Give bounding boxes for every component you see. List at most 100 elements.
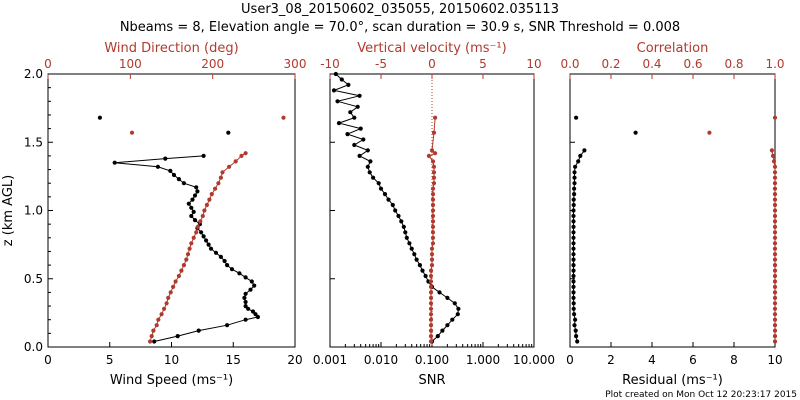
x-tick-label: 15: [226, 353, 241, 367]
data-point-red: [239, 153, 244, 158]
data-point-black: [352, 142, 357, 148]
data-point-red: [156, 317, 161, 322]
data-point-black: [371, 175, 376, 180]
data-point-black: [225, 323, 230, 328]
data-point-red: [772, 312, 778, 317]
data-point-red: [428, 328, 434, 333]
data-point-black: [572, 323, 577, 328]
data-point-red: [431, 164, 437, 169]
data-point-black: [357, 93, 362, 98]
data-point-black: [196, 328, 201, 333]
data-point-black: [222, 258, 227, 264]
data-point-black: [213, 250, 219, 255]
data-point-red: [772, 317, 778, 322]
data-point-black: [189, 205, 194, 210]
data-point-red: [772, 323, 778, 328]
x2-tick-label: 0.0: [560, 57, 579, 71]
data-point-black: [396, 213, 401, 219]
x-tick-label: 20: [287, 353, 302, 367]
data-point-red: [772, 334, 778, 339]
data-point-red: [707, 130, 712, 135]
data-point-black: [403, 230, 408, 235]
data-point-red: [129, 130, 135, 135]
x2-tick-label: 1.0: [765, 57, 784, 71]
data-point-black: [571, 219, 576, 224]
data-point-red: [428, 323, 434, 328]
x2-tick-label: -10: [320, 57, 340, 71]
data-point-black: [376, 181, 381, 186]
x-tick-label: 0.010: [364, 353, 398, 367]
data-point-black: [243, 317, 248, 322]
x-tick-label: 1.000: [466, 353, 500, 367]
data-point-black: [201, 153, 206, 158]
y-tick-label: 0.0: [24, 340, 43, 354]
data-point-black: [252, 283, 257, 288]
data-point-black: [571, 213, 576, 219]
data-point-black: [450, 317, 455, 322]
data-point-red: [772, 241, 778, 246]
data-point-red: [187, 246, 192, 251]
x2-axis-label: Vertical velocity (ms⁻¹): [357, 41, 506, 56]
data-point-black: [404, 235, 409, 240]
data-point-black: [226, 130, 231, 135]
plot-frame-residual_correlation: [569, 73, 776, 348]
data-point-black: [331, 88, 337, 93]
data-point-black: [571, 197, 576, 202]
data-point-black: [194, 185, 199, 190]
data-point-red: [772, 192, 778, 197]
data-point-black: [186, 201, 191, 206]
data-point-red: [171, 284, 176, 289]
data-point-red: [227, 164, 232, 169]
data-point-red: [772, 328, 778, 333]
data-point-black: [437, 290, 442, 295]
data-point-black: [181, 181, 186, 186]
series-line-black: [114, 155, 259, 342]
data-point-red: [428, 273, 434, 279]
data-point-red: [431, 130, 437, 135]
x-tick-label: 10: [164, 353, 179, 367]
data-point-black: [386, 197, 391, 202]
data-point-black: [248, 287, 253, 292]
data-point-red: [430, 224, 436, 229]
data-point-red: [430, 235, 436, 240]
data-point-black: [578, 153, 583, 158]
data-point-black: [155, 164, 160, 169]
data-point-red: [151, 328, 156, 333]
data-point-black: [571, 273, 576, 279]
data-point-red: [176, 273, 181, 279]
data-point-black: [575, 339, 580, 344]
data-point-black: [229, 267, 235, 272]
data-point-black: [440, 328, 445, 333]
y-tick-label: 0.5: [24, 272, 43, 286]
panel-residual_correlation: 0 2 4 6 8 10 0.0 0.2 0.4 0.6 0.8 1.0 Residual (ms⁻¹)…: [560, 41, 784, 388]
data-point-black: [357, 153, 362, 158]
data-point-red: [148, 339, 153, 344]
data-point-red: [431, 170, 437, 175]
data-point-black: [163, 156, 168, 161]
data-point-black: [242, 295, 247, 300]
data-point-red: [769, 148, 775, 153]
data-point-black: [412, 252, 417, 257]
x-tick-label: 5: [106, 353, 114, 367]
data-point-black: [572, 181, 577, 186]
data-point-black: [208, 246, 214, 251]
data-point-black: [345, 132, 350, 137]
y-tick-label: 2.0: [24, 67, 43, 81]
data-point-red: [772, 263, 778, 268]
data-point-red: [772, 170, 778, 175]
data-point-red: [428, 339, 434, 344]
data-point-black: [97, 115, 102, 120]
series-line-black: [332, 73, 459, 342]
data-point-black: [399, 219, 404, 224]
data-point-red: [162, 306, 167, 311]
data-point-black: [335, 99, 340, 104]
data-point-red: [429, 246, 435, 251]
data-point-black: [423, 273, 428, 279]
figure-title-line1: User3_08_20150602_035055, 20150602.03511…: [241, 2, 559, 17]
data-point-red: [772, 273, 778, 279]
data-point-black: [255, 314, 260, 320]
data-point-red: [428, 290, 434, 295]
data-point-black: [249, 279, 254, 284]
